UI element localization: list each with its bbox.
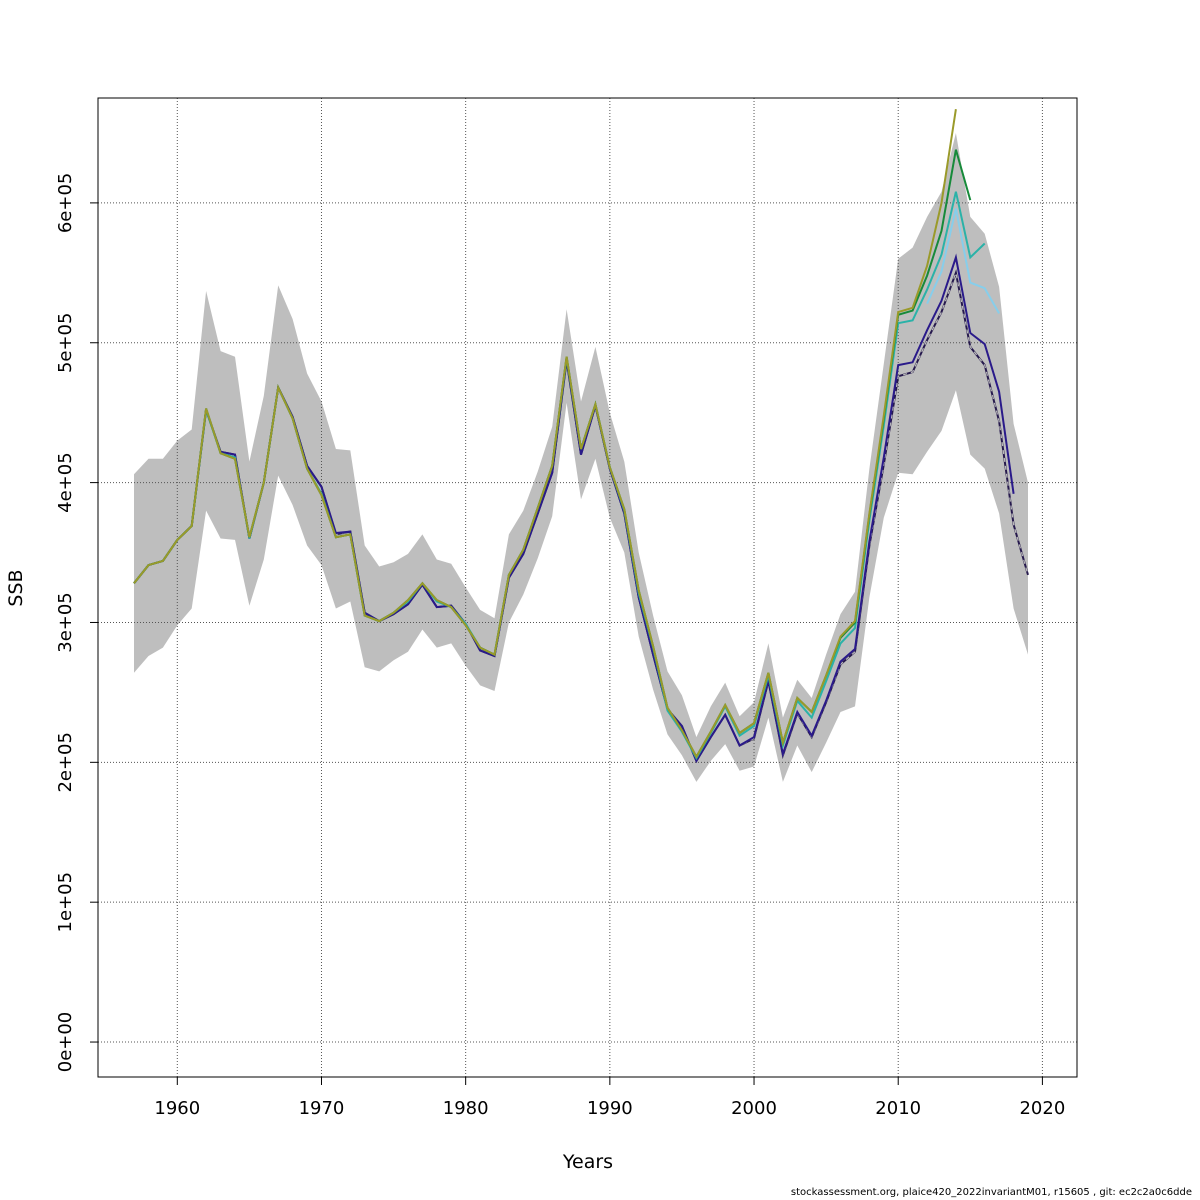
- y-tick-label: 3e+05: [55, 592, 76, 653]
- footer-note: stockassessment.org, plaice420_2022invar…: [790, 1187, 1192, 1198]
- confidence-band: [134, 133, 1028, 782]
- x-tick-label: 1960: [154, 1098, 200, 1119]
- y-axis-title: SSB: [5, 569, 27, 606]
- y-tick-label: 0e+00: [55, 1012, 76, 1073]
- x-tick-label: 2000: [731, 1098, 777, 1119]
- confidence-band-layer: [134, 133, 1028, 782]
- y-tick-label: 1e+05: [55, 872, 76, 933]
- x-axis-title: Years: [562, 1151, 613, 1173]
- plot-frame: [97, 97, 1078, 1078]
- axis-layer: 1960 1970 1980 1990 2000 2010 2020 0e+00 1e+05 2e…: [55, 173, 1065, 1119]
- y-tick-label: 2e+05: [55, 732, 76, 793]
- series-layer: [133, 109, 1029, 764]
- series-line-2: [926, 208, 1000, 314]
- y-tick-label: 5e+05: [55, 313, 76, 374]
- x-tick-label: 1990: [587, 1098, 633, 1119]
- series-line-5: [133, 109, 957, 759]
- x-tick-label: 1980: [443, 1098, 489, 1119]
- x-tick-label: 2020: [1019, 1098, 1065, 1119]
- x-tick-label: 2010: [875, 1098, 921, 1119]
- y-tick-label: 6e+05: [55, 173, 76, 234]
- y-tick-label: 4e+05: [55, 452, 76, 513]
- x-tick-label: 1970: [299, 1098, 345, 1119]
- grid-layer: [98, 98, 1077, 1077]
